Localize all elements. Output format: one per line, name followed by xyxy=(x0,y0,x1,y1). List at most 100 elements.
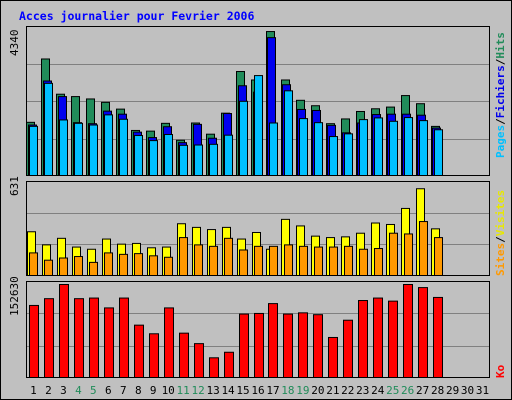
sites-bar-day-9 xyxy=(149,255,158,276)
ko-bar-day-18 xyxy=(283,313,293,378)
middle-panel-ymax-label: 631 xyxy=(8,176,21,196)
ko-bar-day-11 xyxy=(179,332,189,378)
sites-bar-day-11 xyxy=(179,237,188,276)
x-axis-label-day-1: 1 xyxy=(30,384,37,397)
pages-bar-day-28 xyxy=(434,129,443,177)
ko-bar-day-13 xyxy=(209,357,219,378)
x-axis-label-day-5: 5 xyxy=(90,384,97,397)
x-axis-label-day-21: 21 xyxy=(326,384,339,397)
legend-separator: / xyxy=(494,58,507,65)
pages-bar-day-21 xyxy=(329,136,338,176)
pages-bar-day-3 xyxy=(59,119,68,176)
x-axis-label-day-4: 4 xyxy=(75,384,82,397)
sites-bar-day-13 xyxy=(209,245,218,276)
ko-bar-day-24 xyxy=(373,297,383,379)
hits-legend-label: Hits xyxy=(494,32,507,59)
x-axis-label-day-6: 6 xyxy=(105,384,112,397)
x-axis-label-day-31: 31 xyxy=(476,384,489,397)
pages-bar-day-6 xyxy=(104,114,113,176)
sites-bar-day-8 xyxy=(134,253,143,277)
x-axis-label-day-16: 16 xyxy=(251,384,264,397)
fichiers-legend-label: Fichiers xyxy=(494,65,507,118)
pages-bar-day-26 xyxy=(404,117,413,176)
pages-bar-day-13 xyxy=(209,143,218,177)
ko-bar-day-26 xyxy=(403,284,413,379)
pages-bar-day-15 xyxy=(239,100,248,176)
bottom-panel-ymax-label: 152630 xyxy=(8,276,21,316)
pages-bar-day-1 xyxy=(29,125,38,177)
x-axis-label-day-12: 12 xyxy=(192,384,205,397)
pages-bar-day-20 xyxy=(314,122,323,177)
sites-bar-day-12 xyxy=(194,244,203,276)
sites-bar-day-1 xyxy=(29,252,38,277)
sites-bar-day-19 xyxy=(299,245,308,276)
pages-bar-day-11 xyxy=(179,144,188,177)
x-axis-label-day-8: 8 xyxy=(135,384,142,397)
visites-legend-label: Visites xyxy=(494,190,507,236)
sites-bar-day-20 xyxy=(314,246,323,277)
ko-bar-day-4 xyxy=(74,298,84,379)
ko-bar-day-28 xyxy=(433,296,443,378)
x-axis-label-day-26: 26 xyxy=(401,384,414,397)
ko-bar-day-22 xyxy=(343,319,353,379)
chart-panels xyxy=(26,26,490,379)
sites-bar-day-6 xyxy=(104,252,113,277)
pages-bar-day-23 xyxy=(359,119,368,176)
x-axis-label-day-20: 20 xyxy=(311,384,324,397)
x-axis-label-day-10: 10 xyxy=(162,384,175,397)
sites-bar-day-3 xyxy=(59,257,68,277)
ko-bar-day-2 xyxy=(44,298,54,379)
sites-bar-day-24 xyxy=(374,248,383,277)
ko-bar-day-7 xyxy=(119,297,129,379)
legend-separator: / xyxy=(494,236,507,243)
x-axis-label-day-17: 17 xyxy=(266,384,279,397)
top-panel-ymax-label: 4340 xyxy=(8,30,21,57)
ko-bar-day-15 xyxy=(239,313,249,378)
pages-bar-day-5 xyxy=(89,124,98,176)
x-axis-label-day-28: 28 xyxy=(431,384,444,397)
x-axis-label-day-22: 22 xyxy=(341,384,354,397)
pages-bar-day-14 xyxy=(224,134,233,176)
sites-bar-day-21 xyxy=(329,246,338,277)
x-axis-label-day-19: 19 xyxy=(296,384,309,397)
sites-bar-day-7 xyxy=(119,253,128,276)
pages-legend-label: Pages xyxy=(494,125,507,158)
sites-bar-day-25 xyxy=(389,232,398,277)
middle-panel-axis-label: Sites/Visites xyxy=(494,190,507,276)
x-axis-day-labels: 1 2 3 4 5 6 7 8 9 10 11 12 13 14 15 16 17 18 19 20 21 22 23 24 2… xyxy=(30,384,489,397)
ko-bar-day-14 xyxy=(224,351,234,378)
ko-bar-day-16 xyxy=(254,312,264,378)
ko-bar-day-20 xyxy=(313,314,323,379)
sites-bar-day-22 xyxy=(344,245,353,276)
pages-bar-day-2 xyxy=(44,82,53,176)
ko-bar-day-1 xyxy=(29,304,39,378)
x-axis-label-day-24: 24 xyxy=(371,384,385,397)
ko-bar-day-9 xyxy=(149,333,159,379)
ko-bar-day-17 xyxy=(268,303,278,379)
pages-bar-day-8 xyxy=(134,135,143,176)
x-axis-label-day-9: 9 xyxy=(150,384,157,397)
ko-bar-day-19 xyxy=(298,312,308,378)
ko-bar-day-27 xyxy=(418,287,428,379)
ko-bar-day-5 xyxy=(89,297,99,379)
x-axis-label-day-18: 18 xyxy=(281,384,294,397)
pages-bar-day-10 xyxy=(164,134,173,176)
sites-bar-day-10 xyxy=(164,256,173,277)
x-axis-label-day-23: 23 xyxy=(356,384,369,397)
legend-separator: / xyxy=(494,118,507,125)
top-panel-axis-label: Pages/Fichiers/Hits xyxy=(494,32,507,158)
sites-bar-day-17 xyxy=(269,245,278,276)
pages-bar-day-12 xyxy=(194,144,203,176)
pages-bar-day-17 xyxy=(269,122,278,176)
pages-bar-day-27 xyxy=(419,120,428,177)
sites-bar-day-5 xyxy=(89,261,98,276)
x-axis-label-day-11: 11 xyxy=(177,384,190,397)
pages-bar-day-7 xyxy=(119,118,128,176)
x-axis-label-day-13: 13 xyxy=(206,384,219,397)
x-axis-label-day-2: 2 xyxy=(45,384,52,397)
pages-bar-day-19 xyxy=(299,118,308,176)
sites-bar-day-16 xyxy=(254,245,263,276)
sites-bar-day-14 xyxy=(224,237,233,277)
sites-bar-day-26 xyxy=(404,233,413,277)
